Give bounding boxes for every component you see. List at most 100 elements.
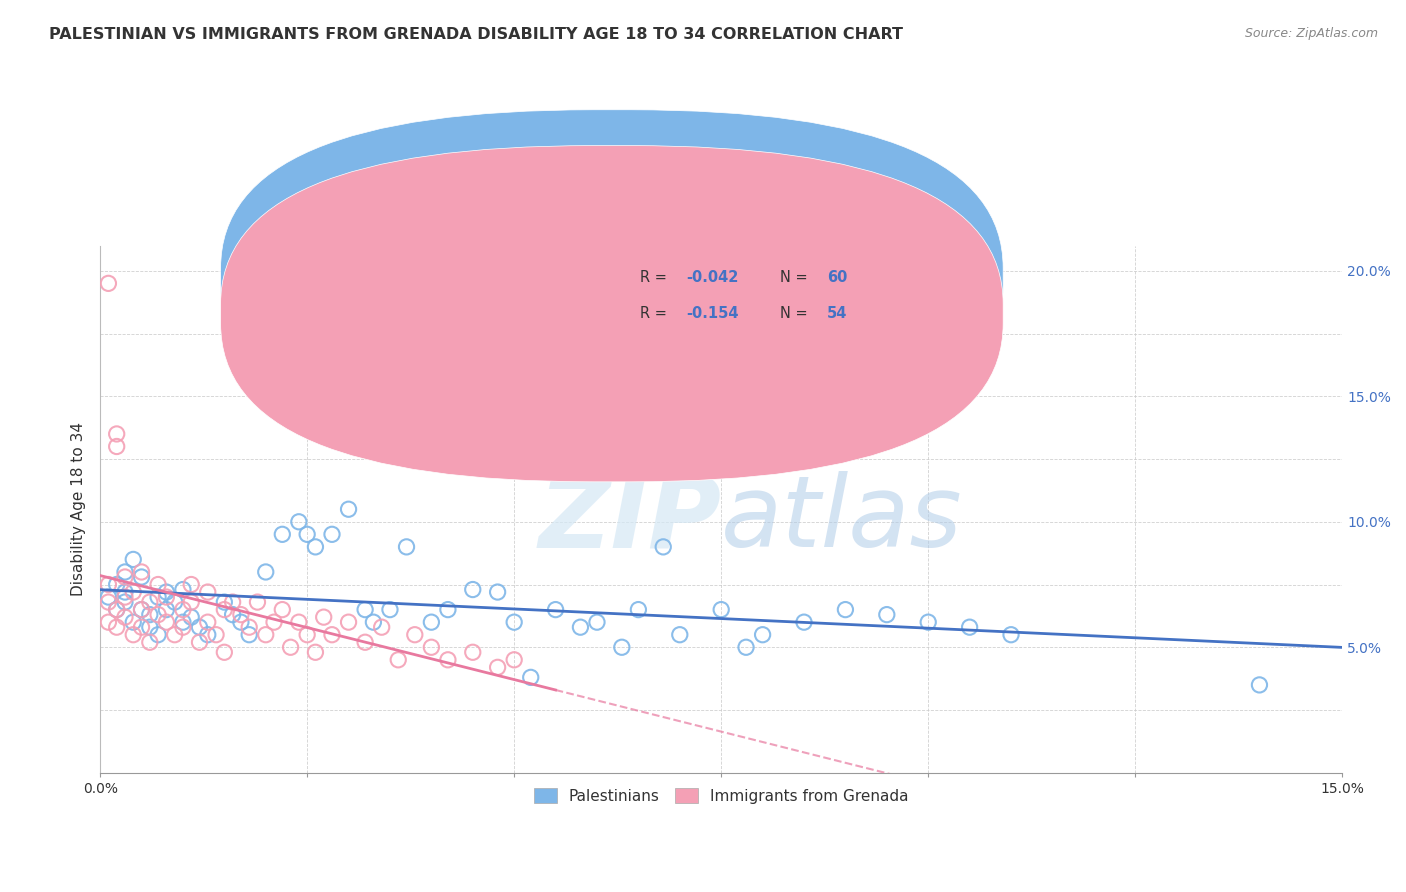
Point [304,645,326,659]
Text: atlas: atlas [721,471,963,568]
Point [586,615,609,629]
Text: N =: N = [779,270,811,285]
Point [197,628,219,642]
Point [131,570,153,584]
Point [288,615,311,629]
FancyBboxPatch shape [572,259,939,335]
Point [354,635,377,649]
Point [146,590,169,604]
Text: PALESTINIAN VS IMMIGRANTS FROM GRENADA DISABILITY AGE 18 TO 34 CORRELATION CHART: PALESTINIAN VS IMMIGRANTS FROM GRENADA D… [49,27,903,42]
Point [197,585,219,599]
Point [959,620,981,634]
Point [155,590,177,604]
Point [271,602,294,616]
Point [221,595,243,609]
Point [114,585,136,599]
Point [163,628,186,642]
Point [229,615,252,629]
Point [97,615,120,629]
Point [735,640,758,655]
Point [139,595,162,609]
Point [246,595,269,609]
Point [295,628,318,642]
Point [163,595,186,609]
Point [105,426,128,441]
Point [321,527,343,541]
Point [503,615,526,629]
Point [122,585,145,599]
Point [354,602,377,616]
Point [263,615,285,629]
Point [131,602,153,616]
Point [122,628,145,642]
Point [188,635,211,649]
Point [486,585,509,599]
Point [172,602,194,616]
Text: 60: 60 [827,270,848,285]
Point [114,565,136,579]
Point [188,620,211,634]
Point [280,640,302,655]
Point [114,570,136,584]
Point [155,585,177,599]
Point [114,610,136,624]
Point [254,565,277,579]
Text: 54: 54 [827,306,848,321]
Point [214,645,236,659]
Text: -0.042: -0.042 [686,270,738,285]
Point [214,595,236,609]
Point [917,615,939,629]
Point [180,577,202,591]
Point [288,515,311,529]
Point [172,582,194,597]
Point [503,653,526,667]
Point [312,610,335,624]
Point [461,582,484,597]
Point [146,607,169,622]
Point [404,628,426,642]
Text: N =: N = [779,306,811,321]
Point [139,635,162,649]
Point [197,615,219,629]
FancyBboxPatch shape [221,110,1002,446]
Point [180,595,202,609]
Point [97,590,120,604]
Point [205,628,228,642]
Point [627,602,650,616]
Point [544,602,567,616]
Point [876,607,898,622]
FancyBboxPatch shape [221,145,1002,482]
Point [321,628,343,642]
Point [172,615,194,629]
Point [387,653,409,667]
Y-axis label: Disability Age 18 to 34: Disability Age 18 to 34 [72,422,86,596]
Point [337,615,360,629]
Point [793,615,815,629]
Point [437,653,460,667]
Point [105,602,128,616]
Point [122,615,145,629]
Point [172,620,194,634]
Point [254,628,277,642]
Point [461,645,484,659]
Point [105,602,128,616]
Point [238,620,260,634]
Point [214,602,236,616]
Point [139,620,162,634]
Point [370,620,392,634]
Point [155,602,177,616]
Point [131,602,153,616]
Legend: Palestinians, Immigrants from Grenada: Palestinians, Immigrants from Grenada [527,781,915,810]
Text: -0.154: -0.154 [686,306,740,321]
Point [437,602,460,616]
Point [295,527,318,541]
Point [114,590,136,604]
Text: Source: ZipAtlas.com: Source: ZipAtlas.com [1244,27,1378,40]
Point [1249,678,1271,692]
Point [122,552,145,566]
Point [139,607,162,622]
Point [105,440,128,454]
Point [420,615,443,629]
Point [610,640,633,655]
Point [114,595,136,609]
